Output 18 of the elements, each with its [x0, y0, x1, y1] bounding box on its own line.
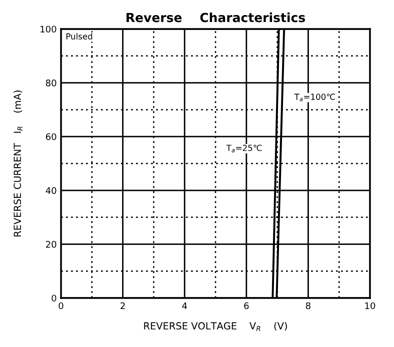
y-tick-label: 20	[46, 240, 56, 248]
y-tick-label: 80	[46, 80, 56, 86]
x-tick-label: 0	[58, 302, 64, 310]
y-tick-label: 100	[40, 26, 56, 33]
x-tick-label: 6	[244, 302, 249, 310]
chart-title: Reverse Characteristics	[126, 12, 305, 22]
text: REVERSE VOLTAGE V$_{R}$ (V)	[144, 322, 287, 331]
y-tick-label: 0	[52, 294, 56, 302]
x-tick-label: 8	[306, 302, 310, 310]
annotation: T$_{a}$=100℃	[294, 94, 335, 102]
annotation: T$_{a}$=25℃	[226, 144, 262, 152]
annotation: Pulsed	[66, 33, 92, 40]
x-tick-label: 4	[182, 302, 187, 310]
x-tick-label: 10	[365, 302, 376, 310]
text: REVERSE CURRENT I$_{R}$ (mA)	[14, 90, 22, 236]
y-tick-label: 60	[46, 133, 56, 140]
y-tick-label: 40	[46, 187, 56, 194]
x-tick-label: 2	[120, 302, 125, 310]
